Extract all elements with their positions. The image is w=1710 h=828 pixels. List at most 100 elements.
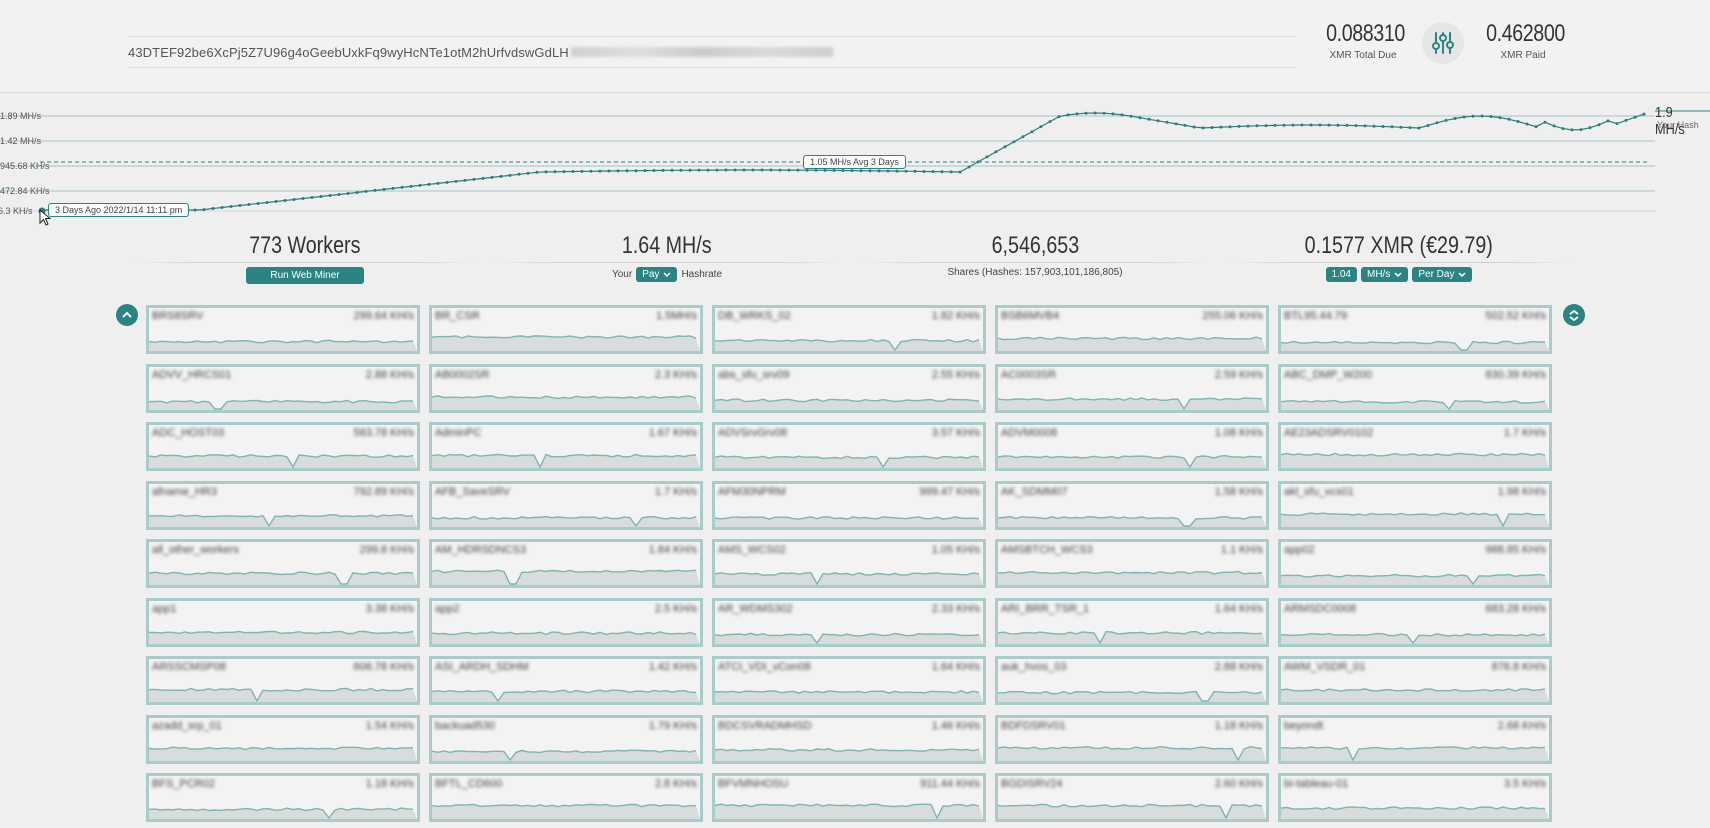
hashrate-point xyxy=(949,170,953,174)
hashrate-point xyxy=(1336,123,1340,127)
worker-name: abs_sfu_srv09 xyxy=(718,368,790,381)
hashrate-point xyxy=(1201,126,1205,130)
worker-card[interactable]: ADVSrvGrv08 3.57 KH/s xyxy=(712,422,986,471)
worker-card[interactable]: BFTL_CD600 2.8 KH/s xyxy=(429,773,703,822)
sparkline-area xyxy=(998,804,1266,819)
hashrate-point xyxy=(1273,123,1277,127)
hashrate-point xyxy=(1516,120,1520,123)
hashrate-point xyxy=(1282,123,1286,127)
worker-card[interactable]: AFB_SaveSRV 1.7 KH/s xyxy=(429,480,703,530)
hashrate-point xyxy=(445,180,449,184)
chevron-up-icon xyxy=(122,311,132,318)
sparkline-area xyxy=(715,398,983,410)
worker-card[interactable]: abs_sfu_srv09 2.55 KH/s xyxy=(712,363,986,413)
worker-card[interactable]: ARI_BRR_TSR_1 1.64 KH/s xyxy=(995,597,1269,647)
worker-card[interactable]: BRS8SRV 299.64 KH/s xyxy=(146,305,420,354)
worker-hashrate: 606.78 KH/s xyxy=(353,661,414,673)
worker-sparkline xyxy=(715,515,983,527)
sort-workers-button[interactable] xyxy=(1563,304,1585,326)
worker-card[interactable]: DB_WRKS_02 1.82 KH/s xyxy=(712,305,986,354)
worker-name: ASI_ARDH_SDHM xyxy=(435,661,529,673)
worker-card[interactable]: BSB6MVB4 255.06 KH/s xyxy=(995,305,1269,354)
worker-name: AE23ADSRV0102 xyxy=(1284,427,1374,439)
worker-card[interactable]: BTL95.44.79 502.52 KH/s xyxy=(1278,305,1552,354)
worker-card[interactable]: BR_CSR 1.5MH/s xyxy=(429,305,703,354)
hashrate-point xyxy=(1048,120,1052,124)
worker-card[interactable]: bi-tableau-01 3.5 KH/s xyxy=(1278,773,1552,822)
hashrate-point xyxy=(715,168,719,172)
hashrate-point xyxy=(1345,123,1349,127)
worker-card[interactable]: AB0002SR 2.3 KH/s xyxy=(429,363,703,413)
worker-card[interactable]: AK_SDMM07 1.58 KH/s xyxy=(995,480,1269,530)
worker-sparkline xyxy=(149,399,417,410)
calc-value-input[interactable]: 1.04 xyxy=(1325,267,1357,282)
worker-card[interactable]: ADC_HOST03 583.78 KH/s xyxy=(146,422,420,471)
worker-card[interactable]: BGDISRV24 2.60 KH/s xyxy=(995,773,1269,822)
hashrate-point xyxy=(634,169,638,173)
wallet-address-bar[interactable]: 43DTEF92be6XcPj5Z7U96g4oGeebUxkFq9wyHcNT… xyxy=(128,36,1296,68)
hashrate-point xyxy=(409,184,413,188)
worker-card[interactable]: all_other_workers 299.8 KH/s xyxy=(146,539,420,588)
worker-card[interactable]: BFS_PCR02 1.18 KH/s xyxy=(146,773,420,822)
worker-sparkline xyxy=(715,338,983,351)
worker-card[interactable]: beyondt 2.68 KH/s xyxy=(1278,714,1552,764)
sparkline-area xyxy=(432,749,700,761)
calc-unit-select[interactable]: MH/s xyxy=(1361,267,1409,282)
hashrate-point xyxy=(1471,114,1475,118)
hashrate-point xyxy=(472,177,476,181)
collapse-workers-button[interactable] xyxy=(116,304,138,326)
calc-period-select[interactable]: Per Day xyxy=(1412,267,1473,282)
worker-card[interactable]: BFVMNHOSU 911.44 KH/s xyxy=(712,773,986,822)
worker-card[interactable]: ATCI_VDI_vCon08 1.64 KH/s xyxy=(712,656,986,705)
worker-card[interactable]: ARSSCMSP08 606.78 KH/s xyxy=(146,656,420,705)
hashrate-point xyxy=(895,169,899,173)
worker-card[interactable]: ABC_DMP_W200 830.39 KH/s xyxy=(1278,363,1552,413)
worker-card[interactable]: AdminPC 1.67 KH/s xyxy=(429,422,703,471)
hashrate-mode-select[interactable]: Pay xyxy=(636,267,678,282)
worker-card[interactable]: akl_sfu_vcs01 1.98 KH/s xyxy=(1278,480,1552,530)
hashrate-point xyxy=(1561,127,1565,131)
worker-card[interactable]: app1 3.38 KH/s xyxy=(146,597,420,647)
worker-card[interactable]: app02 988.85 KH/s xyxy=(1278,539,1552,588)
worker-card[interactable]: AM_HDRSDNCS3 1.84 KH/s xyxy=(429,539,703,588)
worker-card[interactable]: AFM30NPRM 999.47 KH/s xyxy=(712,480,986,530)
worker-card[interactable]: backuad530 1.79 KH/s xyxy=(429,714,703,764)
settings-button[interactable] xyxy=(1422,22,1464,64)
worker-card[interactable]: AC0003SR 2.59 KH/s xyxy=(995,363,1269,413)
worker-card[interactable]: AMS_WCS02 1.05 KH/s xyxy=(712,539,986,588)
worker-card[interactable]: app2 2.5 KH/s xyxy=(429,597,703,647)
hashrate-point xyxy=(1003,145,1007,149)
wallet-address[interactable]: 43DTEF92be6XcPj5Z7U96g4oGeebUxkFq9wyHcNT… xyxy=(128,44,569,60)
worker-card[interactable]: AWM_VSDR_01 876.8 KH/s xyxy=(1278,656,1552,705)
worker-card[interactable]: AR_WDMS302 2.33 KH/s xyxy=(712,597,986,647)
worker-card[interactable]: AMSBTCH_WCS3 1.1 KH/s xyxy=(995,539,1269,588)
worker-card[interactable]: ADVV_HRCS01 2.88 KH/s xyxy=(146,363,420,413)
worker-card[interactable]: BDFDSRV01 1.18 KH/s xyxy=(995,714,1269,764)
worker-card[interactable]: ADVM0008 1.08 KH/s xyxy=(995,422,1269,471)
hashrate-point xyxy=(967,165,971,169)
worker-card[interactable]: ARMSDC0008 683.28 KH/s xyxy=(1278,597,1552,647)
hashrate-point xyxy=(1615,122,1619,126)
worker-card[interactable]: afname_HR3 792.89 KH/s xyxy=(146,480,420,530)
worker-card[interactable]: AE23ADSRV0102 1.7 KH/s xyxy=(1278,422,1552,471)
sparkline-line xyxy=(715,338,980,351)
worker-hashrate: 988.85 KH/s xyxy=(1485,544,1546,556)
worker-sparkline xyxy=(998,570,1266,585)
run-web-miner-button[interactable]: Run Web Miner xyxy=(246,267,364,284)
worker-card[interactable]: auk_hvos_03 2.88 KH/s xyxy=(995,656,1269,705)
worker-card[interactable]: ASI_ARDH_SDHM 1.42 KH/s xyxy=(429,656,703,705)
worker-name: AK_SDMM07 xyxy=(1001,485,1068,498)
worker-sparkline xyxy=(1281,688,1549,702)
hashrate-point xyxy=(1147,117,1151,121)
hashrate-point xyxy=(1462,115,1466,119)
chevron-down-icon xyxy=(1458,271,1466,277)
worker-sparkline xyxy=(1281,632,1549,644)
worker-hashrate: 299.8 KH/s xyxy=(359,544,414,556)
worker-card[interactable]: azadd_srp_01 1.54 KH/s xyxy=(146,714,420,764)
worker-name: ARSSCMSP08 xyxy=(152,661,226,673)
hashrate-point xyxy=(679,168,683,172)
hashrate-point xyxy=(400,185,404,189)
worker-name: ADC_HOST03 xyxy=(152,427,225,439)
hashrate-point xyxy=(643,169,647,173)
worker-card[interactable]: BDCSVRADMHSD 1.46 KH/s xyxy=(712,714,986,764)
